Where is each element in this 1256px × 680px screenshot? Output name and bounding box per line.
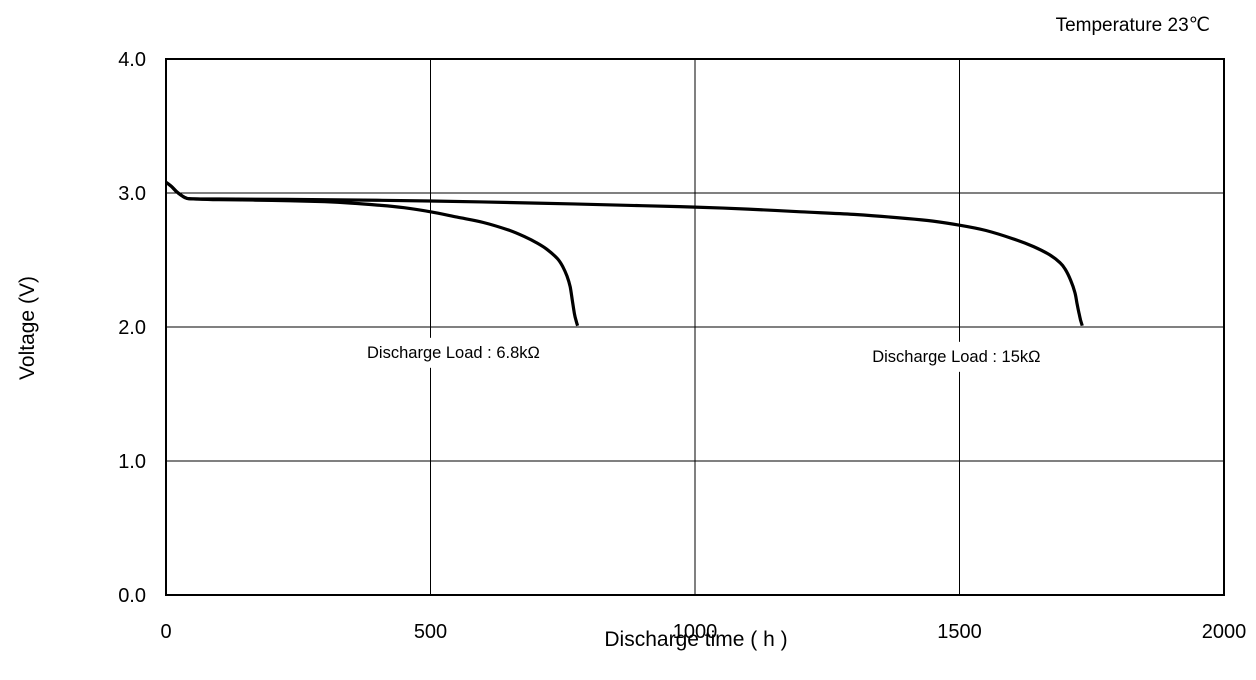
x-tick-label: 1500 <box>937 621 982 643</box>
x-tick-label: 0 <box>160 621 171 643</box>
x-axis-ticks: 0 500 1000 1500 2000 <box>160 621 1246 643</box>
y-tick-label: 0.0 <box>118 585 146 607</box>
y-tick-label: 4.0 <box>118 49 146 71</box>
x-tick-label: 2000 <box>1202 621 1247 643</box>
grid <box>166 59 1224 595</box>
y-axis-ticks: 0.0 1.0 2.0 3.0 4.0 <box>118 49 146 607</box>
series-annotation-6-8k: Discharge Load : 6.8kΩ <box>367 344 540 362</box>
annotations: Discharge Load : 6.8kΩ Discharge Load : 1… <box>359 337 1049 372</box>
series-line-15k <box>165 180 1084 327</box>
annotation-background <box>864 341 1049 372</box>
plot-frame <box>165 58 1225 596</box>
y-tick-label: 3.0 <box>118 183 146 205</box>
y-tick-label: 2.0 <box>118 317 146 339</box>
temperature-annotation: Temperature 23℃ <box>1056 15 1210 36</box>
series-annotation-15k: Discharge Load : 15kΩ <box>872 348 1040 366</box>
y-axis-label: Voltage (V) <box>16 276 39 380</box>
annotation-background <box>359 337 548 368</box>
x-tick-label: 500 <box>414 621 447 643</box>
y-tick-label: 1.0 <box>118 451 146 473</box>
x-axis-label: Discharge time ( h ) <box>604 628 787 651</box>
series-layer <box>165 180 1084 327</box>
x-tick-label: 1000 <box>673 621 718 643</box>
